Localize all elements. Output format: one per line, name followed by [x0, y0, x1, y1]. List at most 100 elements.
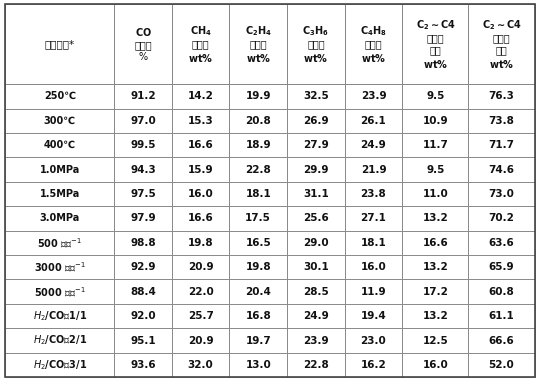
Text: 25.7: 25.7 — [188, 311, 213, 321]
Bar — [230, 157, 287, 182]
Bar — [5, 182, 114, 206]
Bar — [230, 182, 287, 206]
Bar — [345, 304, 402, 328]
Bar — [345, 4, 402, 84]
Bar — [5, 84, 114, 109]
Bar — [230, 84, 287, 109]
Text: 19.8: 19.8 — [245, 262, 271, 272]
Text: 20.4: 20.4 — [245, 287, 271, 297]
Text: 16.0: 16.0 — [361, 262, 386, 272]
Bar — [287, 182, 345, 206]
Text: $H_2$/CO＝3/1: $H_2$/CO＝3/1 — [32, 358, 87, 372]
Text: 27.1: 27.1 — [361, 213, 387, 223]
Text: 73.0: 73.0 — [489, 189, 515, 199]
Bar — [172, 231, 230, 255]
Bar — [345, 328, 402, 353]
Bar — [5, 133, 114, 157]
Text: 13.2: 13.2 — [422, 311, 448, 321]
Text: 74.6: 74.6 — [489, 165, 515, 174]
Bar — [469, 4, 535, 84]
Bar — [172, 4, 230, 84]
Text: 3.0MPa: 3.0MPa — [39, 213, 80, 223]
Text: 95.1: 95.1 — [130, 336, 156, 346]
Bar — [230, 304, 287, 328]
Bar — [230, 133, 287, 157]
Bar — [469, 182, 535, 206]
Bar — [5, 109, 114, 133]
Bar — [287, 206, 345, 231]
Bar — [172, 328, 230, 353]
Bar — [114, 157, 172, 182]
Text: 21.9: 21.9 — [361, 165, 386, 174]
Text: 1.0MPa: 1.0MPa — [39, 165, 80, 174]
Bar — [5, 304, 114, 328]
Text: 19.8: 19.8 — [188, 238, 213, 248]
Bar — [402, 133, 469, 157]
Text: 9.5: 9.5 — [426, 165, 444, 174]
Bar — [230, 353, 287, 377]
Text: 17.2: 17.2 — [422, 287, 448, 297]
Text: $\bf{C_4H_8}$
选择性
$\bf{wt\%}$: $\bf{C_4H_8}$ 选择性 $\bf{wt\%}$ — [360, 24, 387, 64]
Text: 76.3: 76.3 — [489, 91, 515, 101]
Bar — [287, 4, 345, 84]
Bar — [172, 304, 230, 328]
Text: 32.5: 32.5 — [303, 91, 329, 101]
Bar — [287, 304, 345, 328]
Text: 19.7: 19.7 — [245, 336, 271, 346]
Bar — [469, 280, 535, 304]
Text: 29.0: 29.0 — [303, 238, 329, 248]
Bar — [230, 231, 287, 255]
Text: 1.5MPa: 1.5MPa — [39, 189, 80, 199]
Bar — [172, 280, 230, 304]
Text: 11.7: 11.7 — [422, 140, 448, 150]
Text: 20.9: 20.9 — [188, 336, 213, 346]
Bar — [114, 133, 172, 157]
Text: 24.9: 24.9 — [361, 140, 386, 150]
Text: 97.9: 97.9 — [130, 213, 156, 223]
Text: 19.9: 19.9 — [246, 91, 271, 101]
Bar — [469, 157, 535, 182]
Text: 61.1: 61.1 — [489, 311, 515, 321]
Bar — [172, 182, 230, 206]
Bar — [402, 182, 469, 206]
Bar — [402, 84, 469, 109]
Text: 9.5: 9.5 — [426, 91, 444, 101]
Text: 10.9: 10.9 — [423, 116, 448, 126]
Text: 12.5: 12.5 — [422, 336, 448, 346]
Text: $\bf{C_3H_6}$
选择性
$\bf{wt\%}$: $\bf{C_3H_6}$ 选择性 $\bf{wt\%}$ — [302, 24, 329, 64]
Text: 20.9: 20.9 — [188, 262, 213, 272]
Text: 52.0: 52.0 — [489, 360, 515, 370]
Bar — [114, 280, 172, 304]
Text: 16.5: 16.5 — [245, 238, 271, 248]
Text: 16.2: 16.2 — [361, 360, 386, 370]
Bar — [172, 206, 230, 231]
Bar — [5, 353, 114, 377]
Bar — [287, 84, 345, 109]
Bar — [172, 255, 230, 280]
Bar — [114, 84, 172, 109]
Text: $\bf{C_2{\sim}C4}$
烯烃选
择性
$\bf{wt\%}$: $\bf{C_2{\sim}C4}$ 烯烃选 择性 $\bf{wt\%}$ — [482, 18, 522, 70]
Bar — [287, 109, 345, 133]
Text: 15.3: 15.3 — [188, 116, 213, 126]
Text: 92.9: 92.9 — [130, 262, 156, 272]
Bar — [402, 255, 469, 280]
Text: 24.9: 24.9 — [303, 311, 329, 321]
Text: 13.0: 13.0 — [245, 360, 271, 370]
Bar — [469, 133, 535, 157]
Text: 66.6: 66.6 — [489, 336, 515, 346]
Bar — [114, 231, 172, 255]
Text: 70.2: 70.2 — [489, 213, 515, 223]
Text: 26.1: 26.1 — [361, 116, 386, 126]
Bar — [469, 255, 535, 280]
Bar — [5, 206, 114, 231]
Text: 29.9: 29.9 — [303, 165, 329, 174]
Bar — [287, 280, 345, 304]
Bar — [469, 231, 535, 255]
Text: $\bf{CO}$
转化率
%: $\bf{CO}$ 转化率 % — [134, 26, 152, 62]
Text: 22.8: 22.8 — [245, 165, 271, 174]
Text: 3000 小时$^{-1}$: 3000 小时$^{-1}$ — [34, 260, 86, 274]
Bar — [230, 206, 287, 231]
Bar — [5, 328, 114, 353]
Text: 97.0: 97.0 — [130, 116, 156, 126]
Bar — [345, 280, 402, 304]
